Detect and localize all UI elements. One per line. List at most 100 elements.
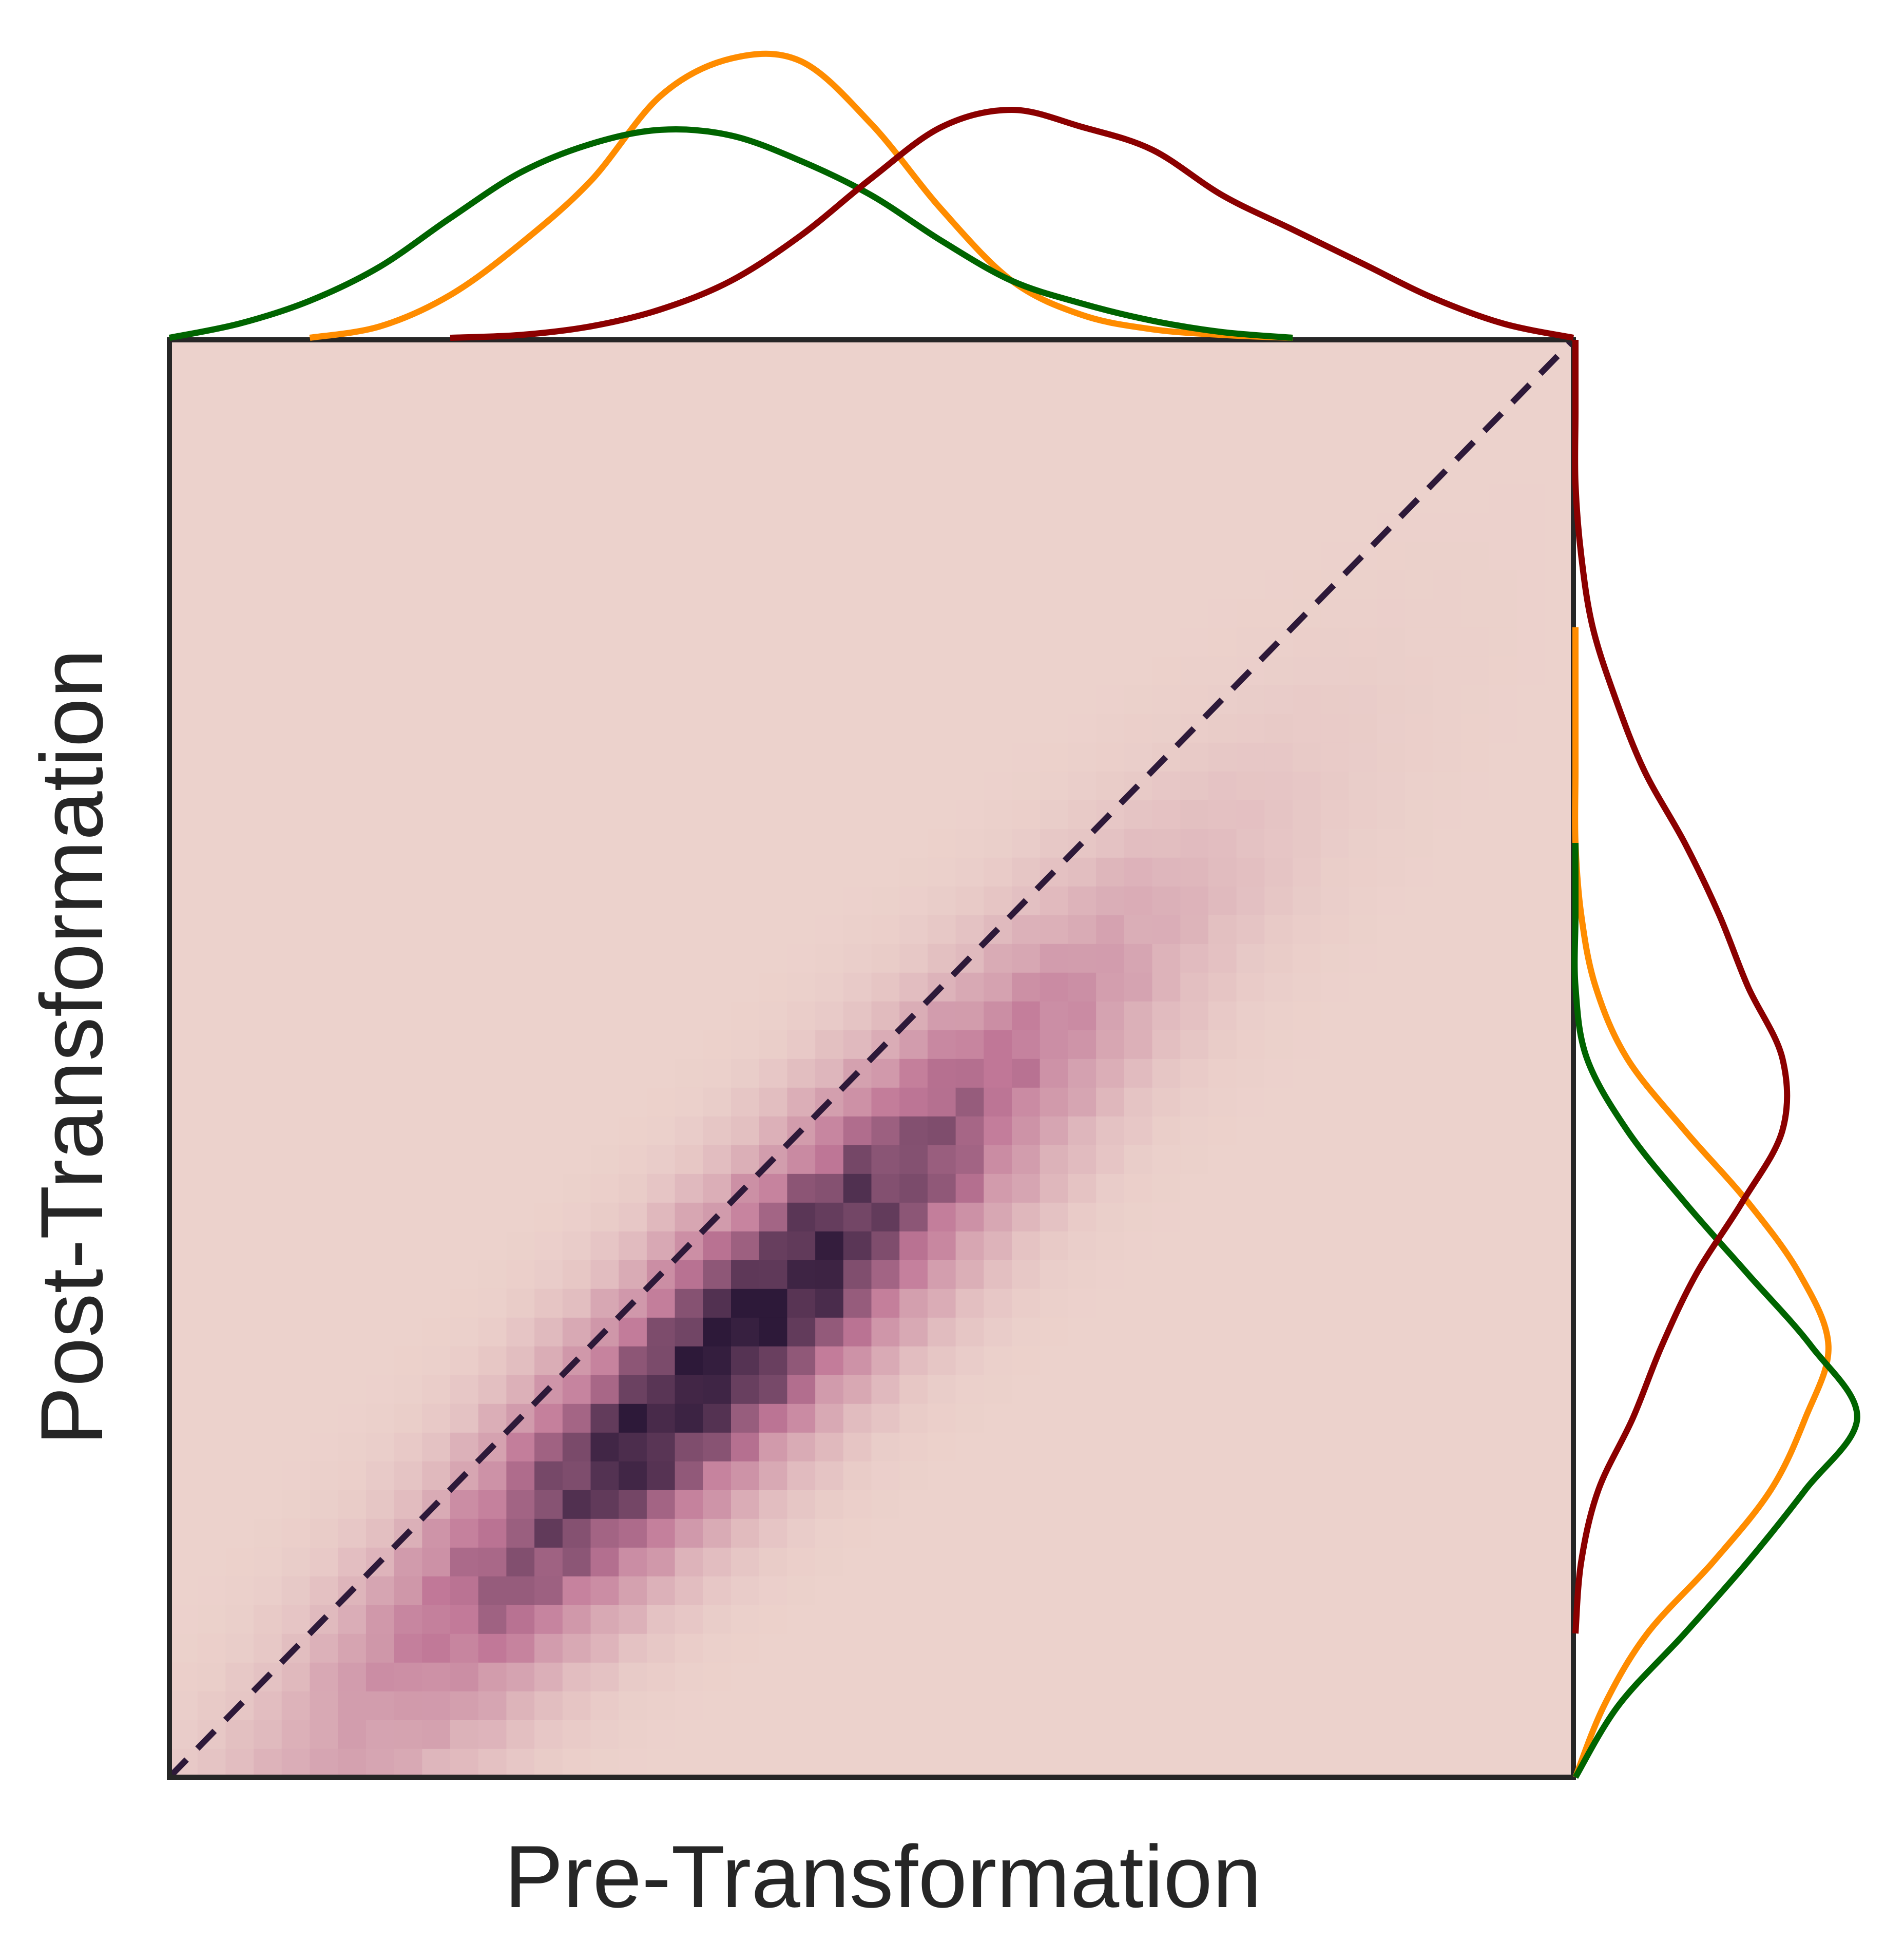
heatmap-cell — [1096, 1001, 1125, 1030]
heatmap-cell — [338, 915, 367, 944]
heatmap-cell — [955, 1202, 985, 1232]
heatmap-cell — [815, 397, 844, 427]
heatmap-cell — [871, 1720, 900, 1749]
heatmap-cell — [562, 627, 591, 657]
heatmap-cell — [169, 1720, 198, 1749]
heatmap-cell — [1236, 1432, 1265, 1461]
heatmap-cell — [1293, 829, 1321, 858]
heatmap-cell — [590, 541, 619, 570]
heatmap-cell — [1068, 685, 1097, 714]
heatmap-cell — [254, 1346, 282, 1375]
heatmap-cell — [1012, 484, 1041, 513]
heatmap-cell — [759, 1490, 788, 1519]
heatmap-cell — [338, 1748, 367, 1778]
heatmap-cell — [506, 1547, 535, 1576]
heatmap-cell — [506, 1260, 535, 1289]
heatmap-cell — [675, 1691, 704, 1720]
heatmap-cell — [1433, 829, 1461, 858]
heatmap-cell — [927, 1260, 956, 1289]
heatmap-cell — [590, 771, 619, 800]
heatmap-cell — [1208, 512, 1237, 542]
heatmap-cell — [197, 1461, 226, 1490]
heatmap-cell — [843, 1633, 872, 1663]
heatmap-cell — [254, 1116, 282, 1145]
heatmap-cell — [254, 1001, 282, 1030]
heatmap-cell — [731, 1461, 760, 1490]
heatmap-cell — [1040, 656, 1069, 685]
heatmap-cell — [1461, 944, 1490, 973]
heatmap-cell — [1208, 369, 1237, 398]
heatmap-cell — [1545, 1260, 1574, 1289]
heatmap-cell — [394, 1087, 423, 1117]
heatmap-cell — [197, 742, 226, 772]
heatmap-cell — [1545, 1202, 1574, 1232]
heatmap-cell — [815, 1518, 844, 1548]
heatmap-cell — [1517, 685, 1546, 714]
heatmap-cell — [1040, 1346, 1069, 1375]
heatmap-cell — [590, 1605, 619, 1634]
heatmap-cell — [366, 944, 395, 973]
heatmap-cell — [534, 1001, 563, 1030]
heatmap-cell — [478, 1059, 507, 1088]
heatmap-cell — [759, 829, 788, 858]
heatmap-cell — [562, 599, 591, 628]
heatmap-cell — [1320, 771, 1350, 800]
heatmap-cell — [1433, 1662, 1461, 1691]
heatmap-cell — [1517, 1576, 1546, 1605]
heatmap-cell — [1124, 1260, 1153, 1289]
heatmap-cell — [478, 915, 507, 944]
heatmap-cell — [1236, 1720, 1265, 1749]
heatmap-cell — [394, 340, 423, 369]
heatmap-cell — [1180, 1403, 1209, 1433]
heatmap-cell — [197, 1403, 226, 1433]
heatmap-cell — [1405, 656, 1434, 685]
heatmap-cell — [619, 1346, 647, 1375]
heatmap-cell — [506, 800, 535, 829]
heatmap-cell — [1405, 742, 1434, 772]
heatmap-cell — [703, 1403, 732, 1433]
heatmap-cell — [1208, 570, 1237, 599]
heatmap-cell — [984, 512, 1012, 542]
heatmap-cell — [254, 972, 282, 1002]
heatmap-cell — [843, 886, 872, 915]
heatmap-cell — [1152, 1030, 1181, 1059]
heatmap-cell — [310, 1059, 338, 1088]
heatmap-cell — [984, 1518, 1012, 1548]
heatmap-cell — [1012, 714, 1041, 743]
heatmap-cell — [1264, 1461, 1293, 1490]
heatmap-cell — [394, 886, 423, 915]
heatmap-cell — [422, 455, 451, 484]
heatmap-cell — [1433, 1633, 1461, 1663]
heatmap-cell — [1293, 1518, 1321, 1548]
heatmap-cell — [1349, 484, 1377, 513]
heatmap-cell — [534, 1547, 563, 1576]
heatmap-cell — [1489, 1145, 1518, 1174]
heatmap-cell — [1461, 1605, 1490, 1634]
heatmap-cell — [843, 1346, 872, 1375]
heatmap-cell — [1320, 915, 1350, 944]
heatmap-cell — [506, 829, 535, 858]
heatmap-cell — [675, 944, 704, 973]
heatmap-cell — [1124, 1748, 1153, 1778]
heatmap-cell — [534, 1605, 563, 1634]
heatmap-cell — [1012, 1633, 1041, 1663]
heatmap-cell — [1489, 1547, 1518, 1576]
heatmap-cell — [590, 685, 619, 714]
heatmap-cell — [1124, 1145, 1153, 1174]
heatmap-cell — [1461, 915, 1490, 944]
heatmap-cell — [1433, 1260, 1461, 1289]
heatmap-cell — [675, 1116, 704, 1145]
heatmap-cell — [310, 570, 338, 599]
heatmap-cell — [646, 1461, 676, 1490]
heatmap-cells — [169, 340, 1574, 1778]
heatmap-cell — [955, 1720, 985, 1749]
heatmap-cell — [1545, 1346, 1574, 1375]
heatmap-cell — [1377, 1691, 1406, 1720]
heatmap-cell — [1124, 484, 1153, 513]
heatmap-cell — [1068, 1576, 1097, 1605]
heatmap-cell — [1040, 1403, 1069, 1433]
heatmap-cell — [1293, 1145, 1321, 1174]
heatmap-cell — [338, 1087, 367, 1117]
heatmap-cell — [562, 455, 591, 484]
